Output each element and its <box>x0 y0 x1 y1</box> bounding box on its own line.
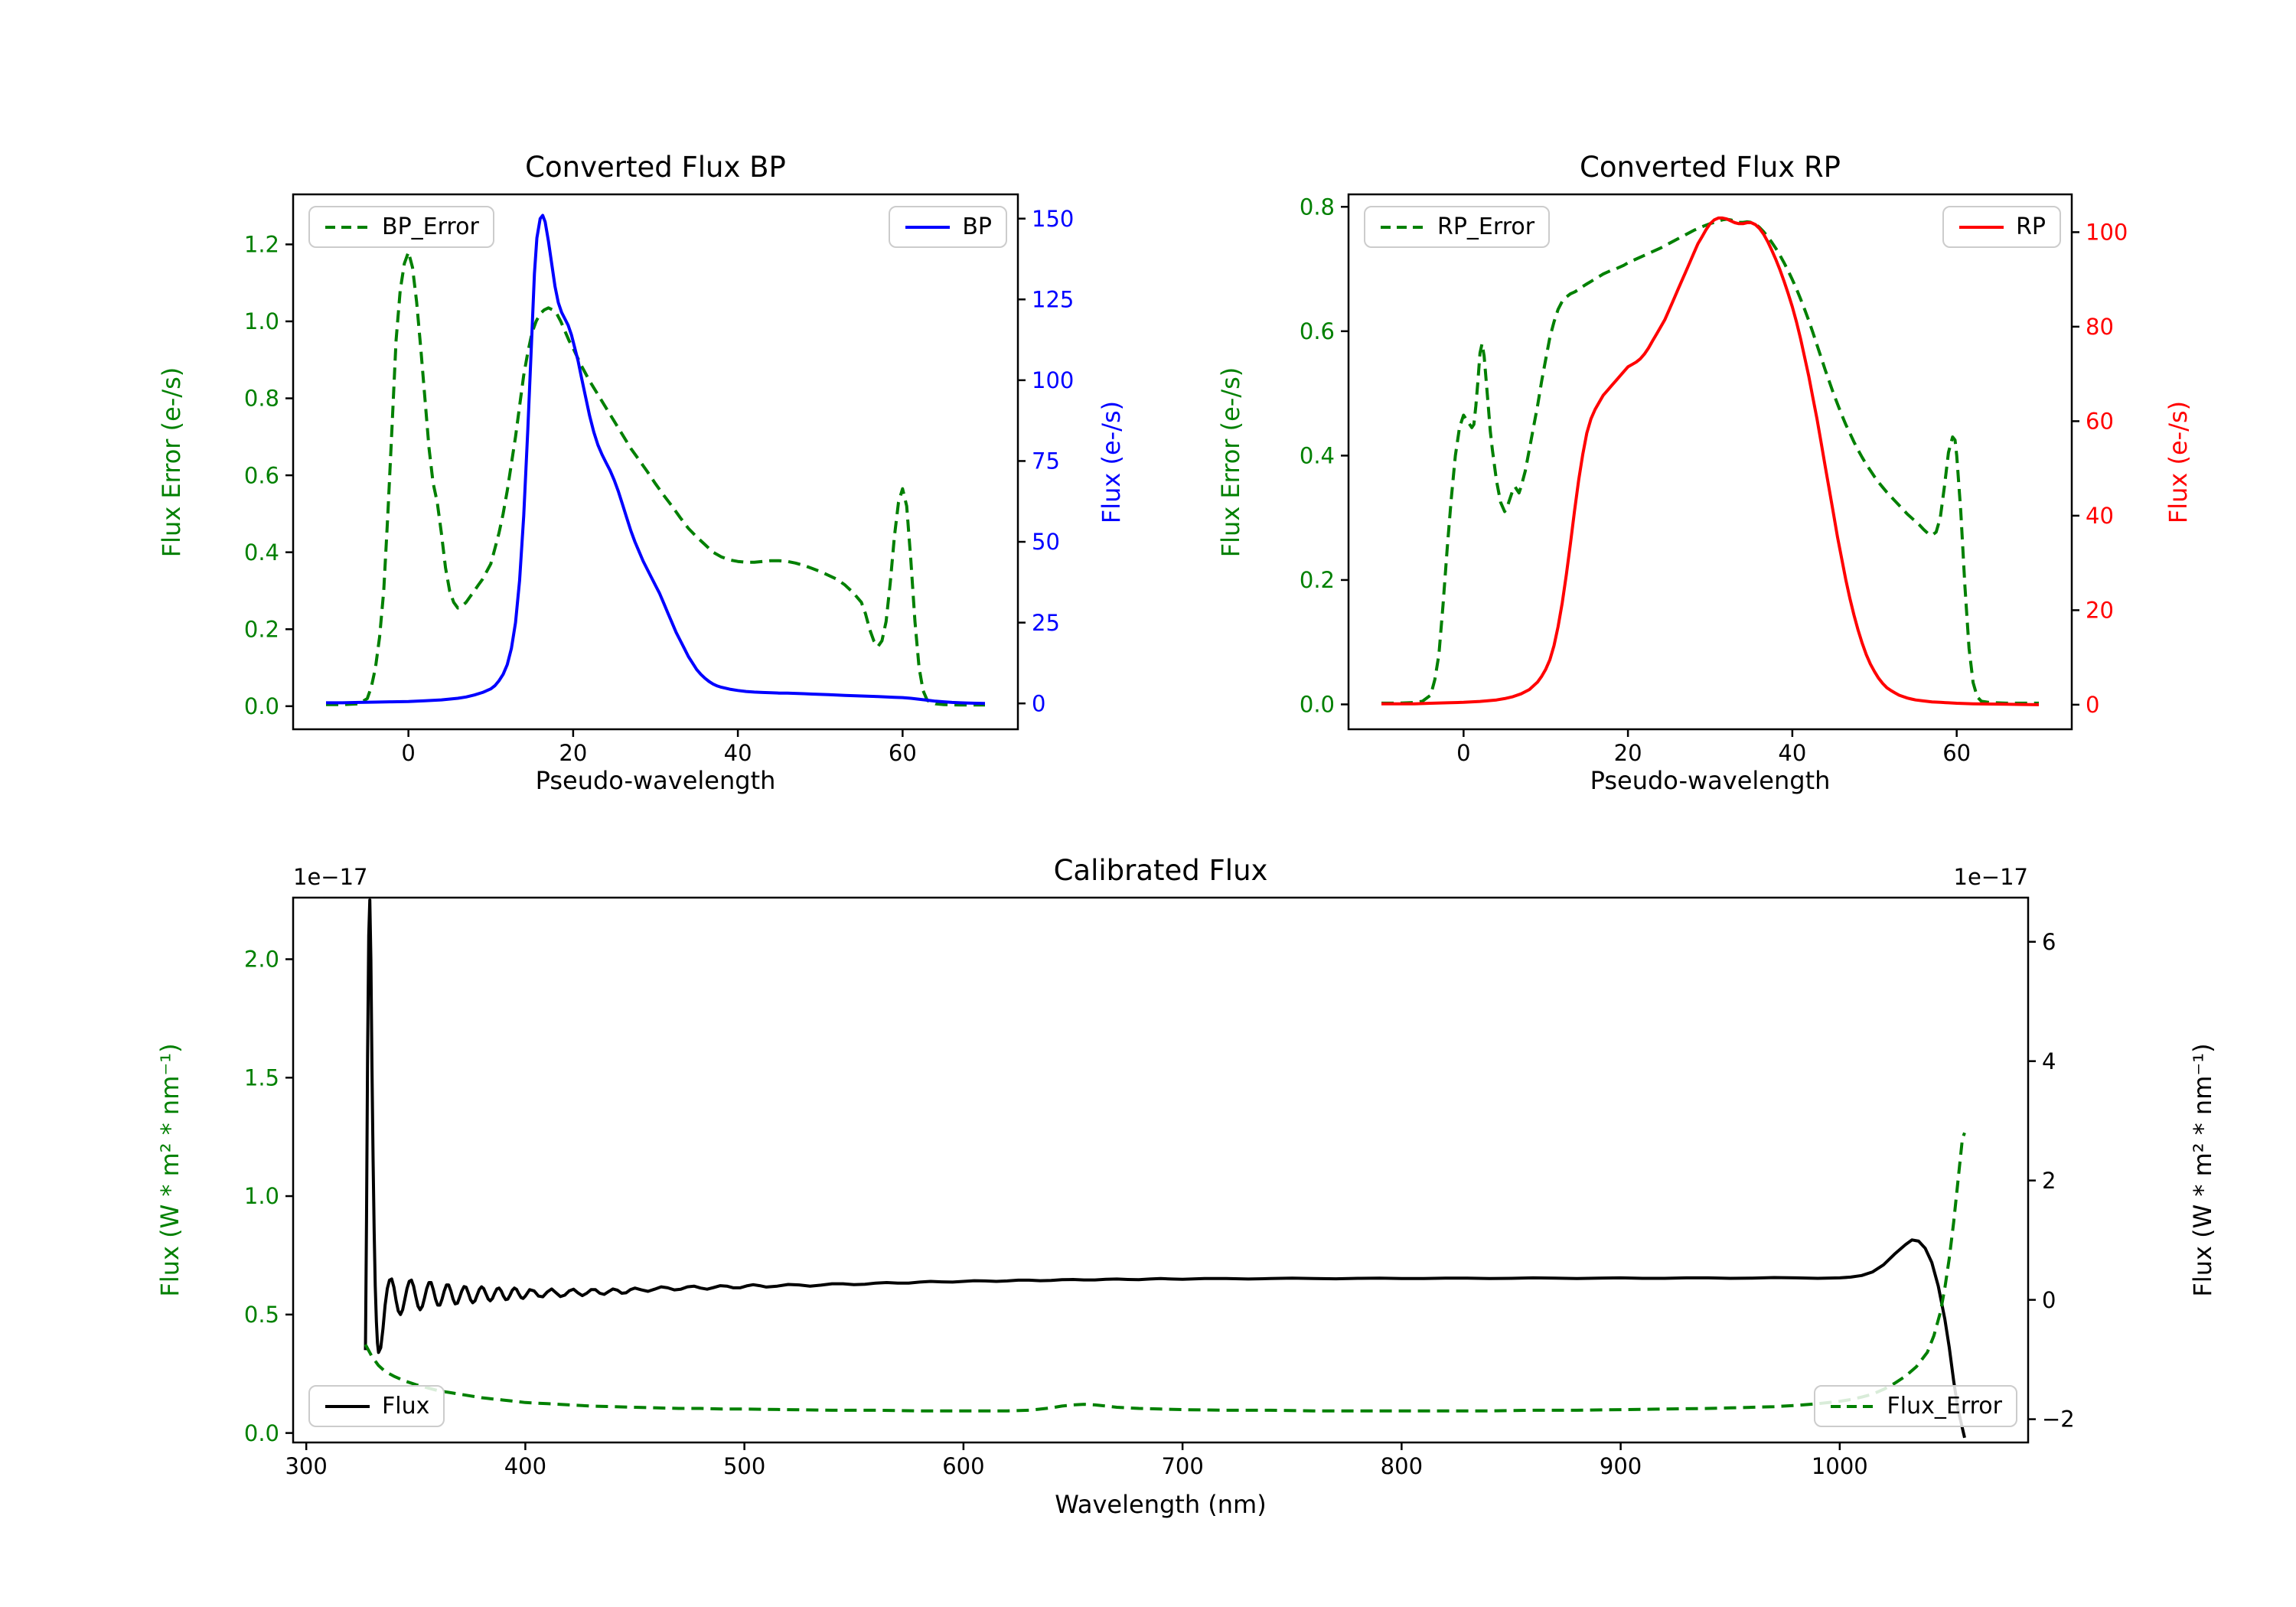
svg-text:4: 4 <box>2042 1048 2056 1074</box>
chart-rp: 0 20 40 60 0.0 0.2 0.4 0.6 0.8 0 20 40 60 80 100 <box>1300 193 2128 766</box>
svg-text:20: 20 <box>2086 598 2114 624</box>
svg-text:−2: −2 <box>2042 1407 2075 1433</box>
svg-text:100: 100 <box>1032 367 1074 393</box>
svg-text:0.0: 0.0 <box>244 1420 279 1446</box>
legend-line-solid-icon <box>905 225 951 229</box>
svg-text:20: 20 <box>559 740 587 766</box>
svg-text:0.2: 0.2 <box>1300 567 1335 593</box>
svg-text:0: 0 <box>1032 690 1045 716</box>
svg-text:2.0: 2.0 <box>244 947 279 973</box>
svg-text:400: 400 <box>504 1453 546 1479</box>
svg-text:1.0: 1.0 <box>244 1183 279 1209</box>
legend-line-dashed-icon <box>1381 225 1425 229</box>
chart-calibrated: 300 400 500 600 700 800 900 1000 0.0 0.5 1.0 1.5 2.0… <box>244 896 2075 1479</box>
svg-text:60: 60 <box>889 740 917 766</box>
chart-title-rp: Converted Flux RP <box>1579 151 1841 184</box>
svg-text:25: 25 <box>1032 610 1060 636</box>
svg-text:1.0: 1.0 <box>244 308 279 334</box>
svg-text:0.4: 0.4 <box>1300 443 1335 469</box>
ylabel-calibrated-left: Flux (W * m² * nm⁻¹) <box>155 1043 184 1297</box>
svg-text:0.2: 0.2 <box>244 616 279 642</box>
svg-text:60: 60 <box>2086 409 2114 435</box>
legend-line-solid-icon <box>1959 225 2004 229</box>
xlabel-rp: Pseudo-wavelength <box>1590 766 1831 795</box>
svg-text:800: 800 <box>1381 1453 1423 1479</box>
svg-text:0.8: 0.8 <box>244 386 279 412</box>
xlabel-bp: Pseudo-wavelength <box>535 766 776 795</box>
svg-text:0.6: 0.6 <box>244 462 279 488</box>
svg-text:0: 0 <box>2042 1287 2056 1313</box>
svg-text:50: 50 <box>1032 529 1060 555</box>
legend-bp: BP <box>889 206 1007 248</box>
svg-text:900: 900 <box>1600 1453 1642 1479</box>
svg-text:1.5: 1.5 <box>244 1064 279 1090</box>
offset-text-right: 1e−17 <box>1953 864 2029 890</box>
xlabel-calibrated: Wavelength (nm) <box>1055 1490 1267 1519</box>
legend-line-solid-icon <box>325 1404 370 1408</box>
legend-flux-error: Flux_Error <box>1813 1385 2017 1427</box>
svg-text:0.5: 0.5 <box>244 1302 279 1328</box>
legend-label: BP_Error <box>382 214 479 240</box>
svg-text:0.8: 0.8 <box>1300 194 1335 220</box>
ylabel-rp-left: Flux Error (e-/s) <box>1216 367 1245 558</box>
legend-flux: Flux <box>308 1385 445 1427</box>
svg-text:1000: 1000 <box>1812 1453 1868 1479</box>
svg-text:0: 0 <box>2086 692 2099 718</box>
svg-text:40: 40 <box>2086 503 2114 529</box>
legend-label: RP_Error <box>1437 214 1535 240</box>
svg-text:40: 40 <box>1778 740 1806 766</box>
ylabel-bp-right: Flux (e-/s) <box>1097 400 1126 524</box>
ylabel-bp-left: Flux Error (e-/s) <box>157 367 186 558</box>
svg-text:6: 6 <box>2042 929 2056 955</box>
legend-line-dashed-icon <box>1830 1404 1875 1408</box>
chart-title-bp: Converted Flux BP <box>525 151 786 184</box>
legend-label: Flux_Error <box>1887 1393 2002 1420</box>
legend-label: BP <box>962 214 992 240</box>
svg-text:700: 700 <box>1161 1453 1203 1479</box>
svg-text:600: 600 <box>942 1453 984 1479</box>
svg-text:125: 125 <box>1032 286 1074 312</box>
ylabel-rp-right: Flux (e-/s) <box>2164 400 2193 524</box>
svg-text:0.6: 0.6 <box>1300 318 1335 344</box>
legend-line-dashed-icon <box>325 225 370 229</box>
svg-text:1.2: 1.2 <box>244 232 279 258</box>
offset-text-left: 1e−17 <box>293 864 368 890</box>
chart-title-calibrated: Calibrated Flux <box>1053 854 1268 887</box>
legend-bp-error: BP_Error <box>308 206 494 248</box>
ylabel-calibrated-right: Flux (W * m² * nm⁻¹) <box>2188 1043 2217 1297</box>
svg-text:100: 100 <box>2086 220 2128 246</box>
legend-label: Flux <box>382 1393 430 1420</box>
legend-rp: RP <box>1942 206 2061 248</box>
svg-text:0: 0 <box>401 740 415 766</box>
svg-text:150: 150 <box>1032 206 1074 232</box>
svg-text:2: 2 <box>2042 1168 2056 1194</box>
svg-text:80: 80 <box>2086 314 2114 340</box>
svg-text:75: 75 <box>1032 448 1060 474</box>
svg-text:500: 500 <box>723 1453 765 1479</box>
legend-rp-error: RP_Error <box>1364 206 1551 248</box>
svg-text:300: 300 <box>285 1453 327 1479</box>
svg-text:0: 0 <box>1456 740 1470 766</box>
svg-text:20: 20 <box>1614 740 1642 766</box>
svg-text:0.0: 0.0 <box>1300 692 1335 718</box>
chart-bp: 0 20 40 60 0.0 0.2 0.4 0.6 0.8 1.0 1.2 0 25 50 75 100 12… <box>244 193 1074 766</box>
legend-label: RP <box>2016 214 2046 240</box>
svg-text:60: 60 <box>1942 740 1971 766</box>
svg-text:0.4: 0.4 <box>244 539 279 566</box>
svg-text:0.0: 0.0 <box>244 693 279 719</box>
svg-text:40: 40 <box>724 740 752 766</box>
